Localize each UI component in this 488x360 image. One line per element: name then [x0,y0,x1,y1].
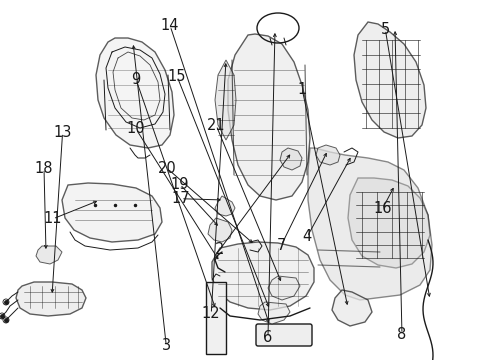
Polygon shape [215,60,236,140]
Text: 5: 5 [380,22,389,37]
Text: 4: 4 [302,229,311,244]
Text: 14: 14 [161,18,179,33]
Text: 13: 13 [53,125,72,140]
Polygon shape [212,242,313,310]
Polygon shape [36,246,62,264]
Polygon shape [267,276,299,300]
Polygon shape [347,178,429,268]
Text: 10: 10 [126,121,145,136]
Polygon shape [331,290,371,326]
Polygon shape [315,145,339,165]
Polygon shape [227,34,309,200]
Polygon shape [307,148,431,300]
Text: 1: 1 [297,82,306,97]
Polygon shape [215,196,235,216]
Polygon shape [353,22,425,138]
Text: 20: 20 [158,161,176,176]
Text: 21: 21 [206,118,225,133]
Text: 3: 3 [162,338,170,353]
Text: 16: 16 [372,201,391,216]
Polygon shape [258,302,289,324]
FancyBboxPatch shape [256,324,311,346]
Text: 11: 11 [43,211,62,226]
Text: 15: 15 [167,69,186,84]
Polygon shape [16,282,86,316]
Polygon shape [207,218,231,242]
Text: 6: 6 [263,330,272,345]
Text: 19: 19 [170,177,189,192]
Text: 7: 7 [276,238,285,253]
Text: 18: 18 [35,161,53,176]
Polygon shape [62,183,162,242]
FancyBboxPatch shape [205,282,225,354]
Polygon shape [280,148,302,170]
Text: 12: 12 [202,306,220,321]
Text: 8: 8 [397,327,406,342]
Polygon shape [96,38,174,148]
Text: 2: 2 [215,242,224,257]
Text: 9: 9 [131,72,140,87]
Text: 17: 17 [171,191,190,206]
